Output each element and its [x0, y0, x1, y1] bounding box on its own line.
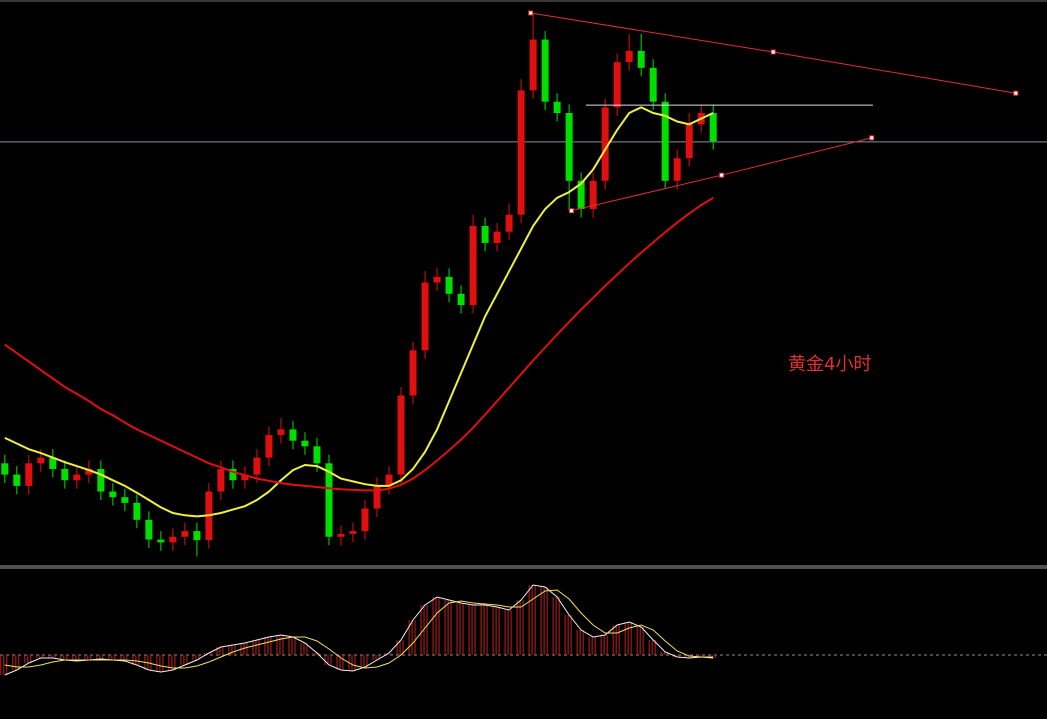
candle-body	[97, 468, 105, 492]
candle-body	[481, 226, 489, 243]
oscillator-line	[4, 589, 714, 669]
candle-body	[229, 468, 237, 481]
candle-body	[517, 90, 525, 215]
candle-body	[301, 440, 309, 447]
candle-body	[253, 457, 261, 475]
candle-body	[169, 536, 177, 543]
candle-body	[397, 395, 405, 475]
candle-body	[13, 474, 21, 486]
candle-body	[325, 463, 333, 537]
candle-body	[313, 446, 321, 464]
moving-average	[4, 196, 714, 492]
candle-body	[289, 429, 297, 441]
candle-body	[565, 113, 573, 181]
candle-body	[85, 468, 93, 475]
candle-body	[421, 282, 429, 351]
candle-body	[109, 491, 117, 498]
candle-body	[385, 474, 393, 486]
moving-average	[4, 106, 714, 518]
candle-body	[373, 485, 381, 509]
oscillator-panel	[0, 584, 1047, 676]
candle-body	[601, 107, 609, 181]
candle-body	[193, 531, 201, 541]
candle-body	[589, 180, 597, 210]
candle-body	[25, 463, 33, 486]
candle-body	[73, 474, 81, 481]
candle-body	[529, 39, 537, 91]
candle-body	[613, 62, 621, 108]
candle-body	[493, 231, 501, 243]
trendline-anchor	[569, 208, 575, 214]
candle-body	[445, 276, 453, 294]
candle-body	[337, 533, 345, 537]
trendline-anchor	[1013, 90, 1019, 96]
candle-body	[277, 429, 285, 436]
candle-body	[181, 531, 189, 537]
candle-body	[409, 350, 417, 396]
candle-body	[265, 435, 273, 458]
candle-body	[637, 50, 645, 68]
candle-body	[217, 468, 225, 492]
candle-body	[649, 67, 657, 102]
candle-body	[469, 226, 477, 306]
trendline-anchor	[719, 172, 725, 178]
candle-body	[157, 539, 165, 543]
candle-body	[661, 101, 669, 181]
candle-body	[433, 276, 441, 283]
candle-body	[709, 113, 717, 142]
candle-body	[349, 531, 357, 534]
price-panel	[0, 10, 1047, 557]
candle-body	[577, 180, 585, 210]
annotation: 黄金4小时	[788, 354, 871, 375]
candle-body	[673, 158, 681, 181]
candle-body	[505, 214, 513, 232]
trendline-anchor	[770, 49, 776, 55]
candle-body	[457, 293, 465, 306]
candle-body	[553, 101, 561, 113]
candle-body	[241, 474, 249, 481]
candle-body	[145, 519, 153, 540]
candle-body	[61, 468, 69, 481]
oscillator-line	[4, 584, 714, 676]
candle-body	[121, 497, 129, 503]
candle-body	[1, 463, 9, 475]
candle-body	[133, 502, 141, 520]
candle-body	[685, 124, 693, 159]
trendline-anchor	[528, 10, 534, 16]
candle-body	[37, 457, 45, 464]
trendline-anchor	[869, 135, 875, 141]
candle-body	[541, 39, 549, 102]
candle-body	[361, 508, 369, 532]
candle-body	[625, 50, 633, 63]
candle-body	[49, 457, 57, 469]
